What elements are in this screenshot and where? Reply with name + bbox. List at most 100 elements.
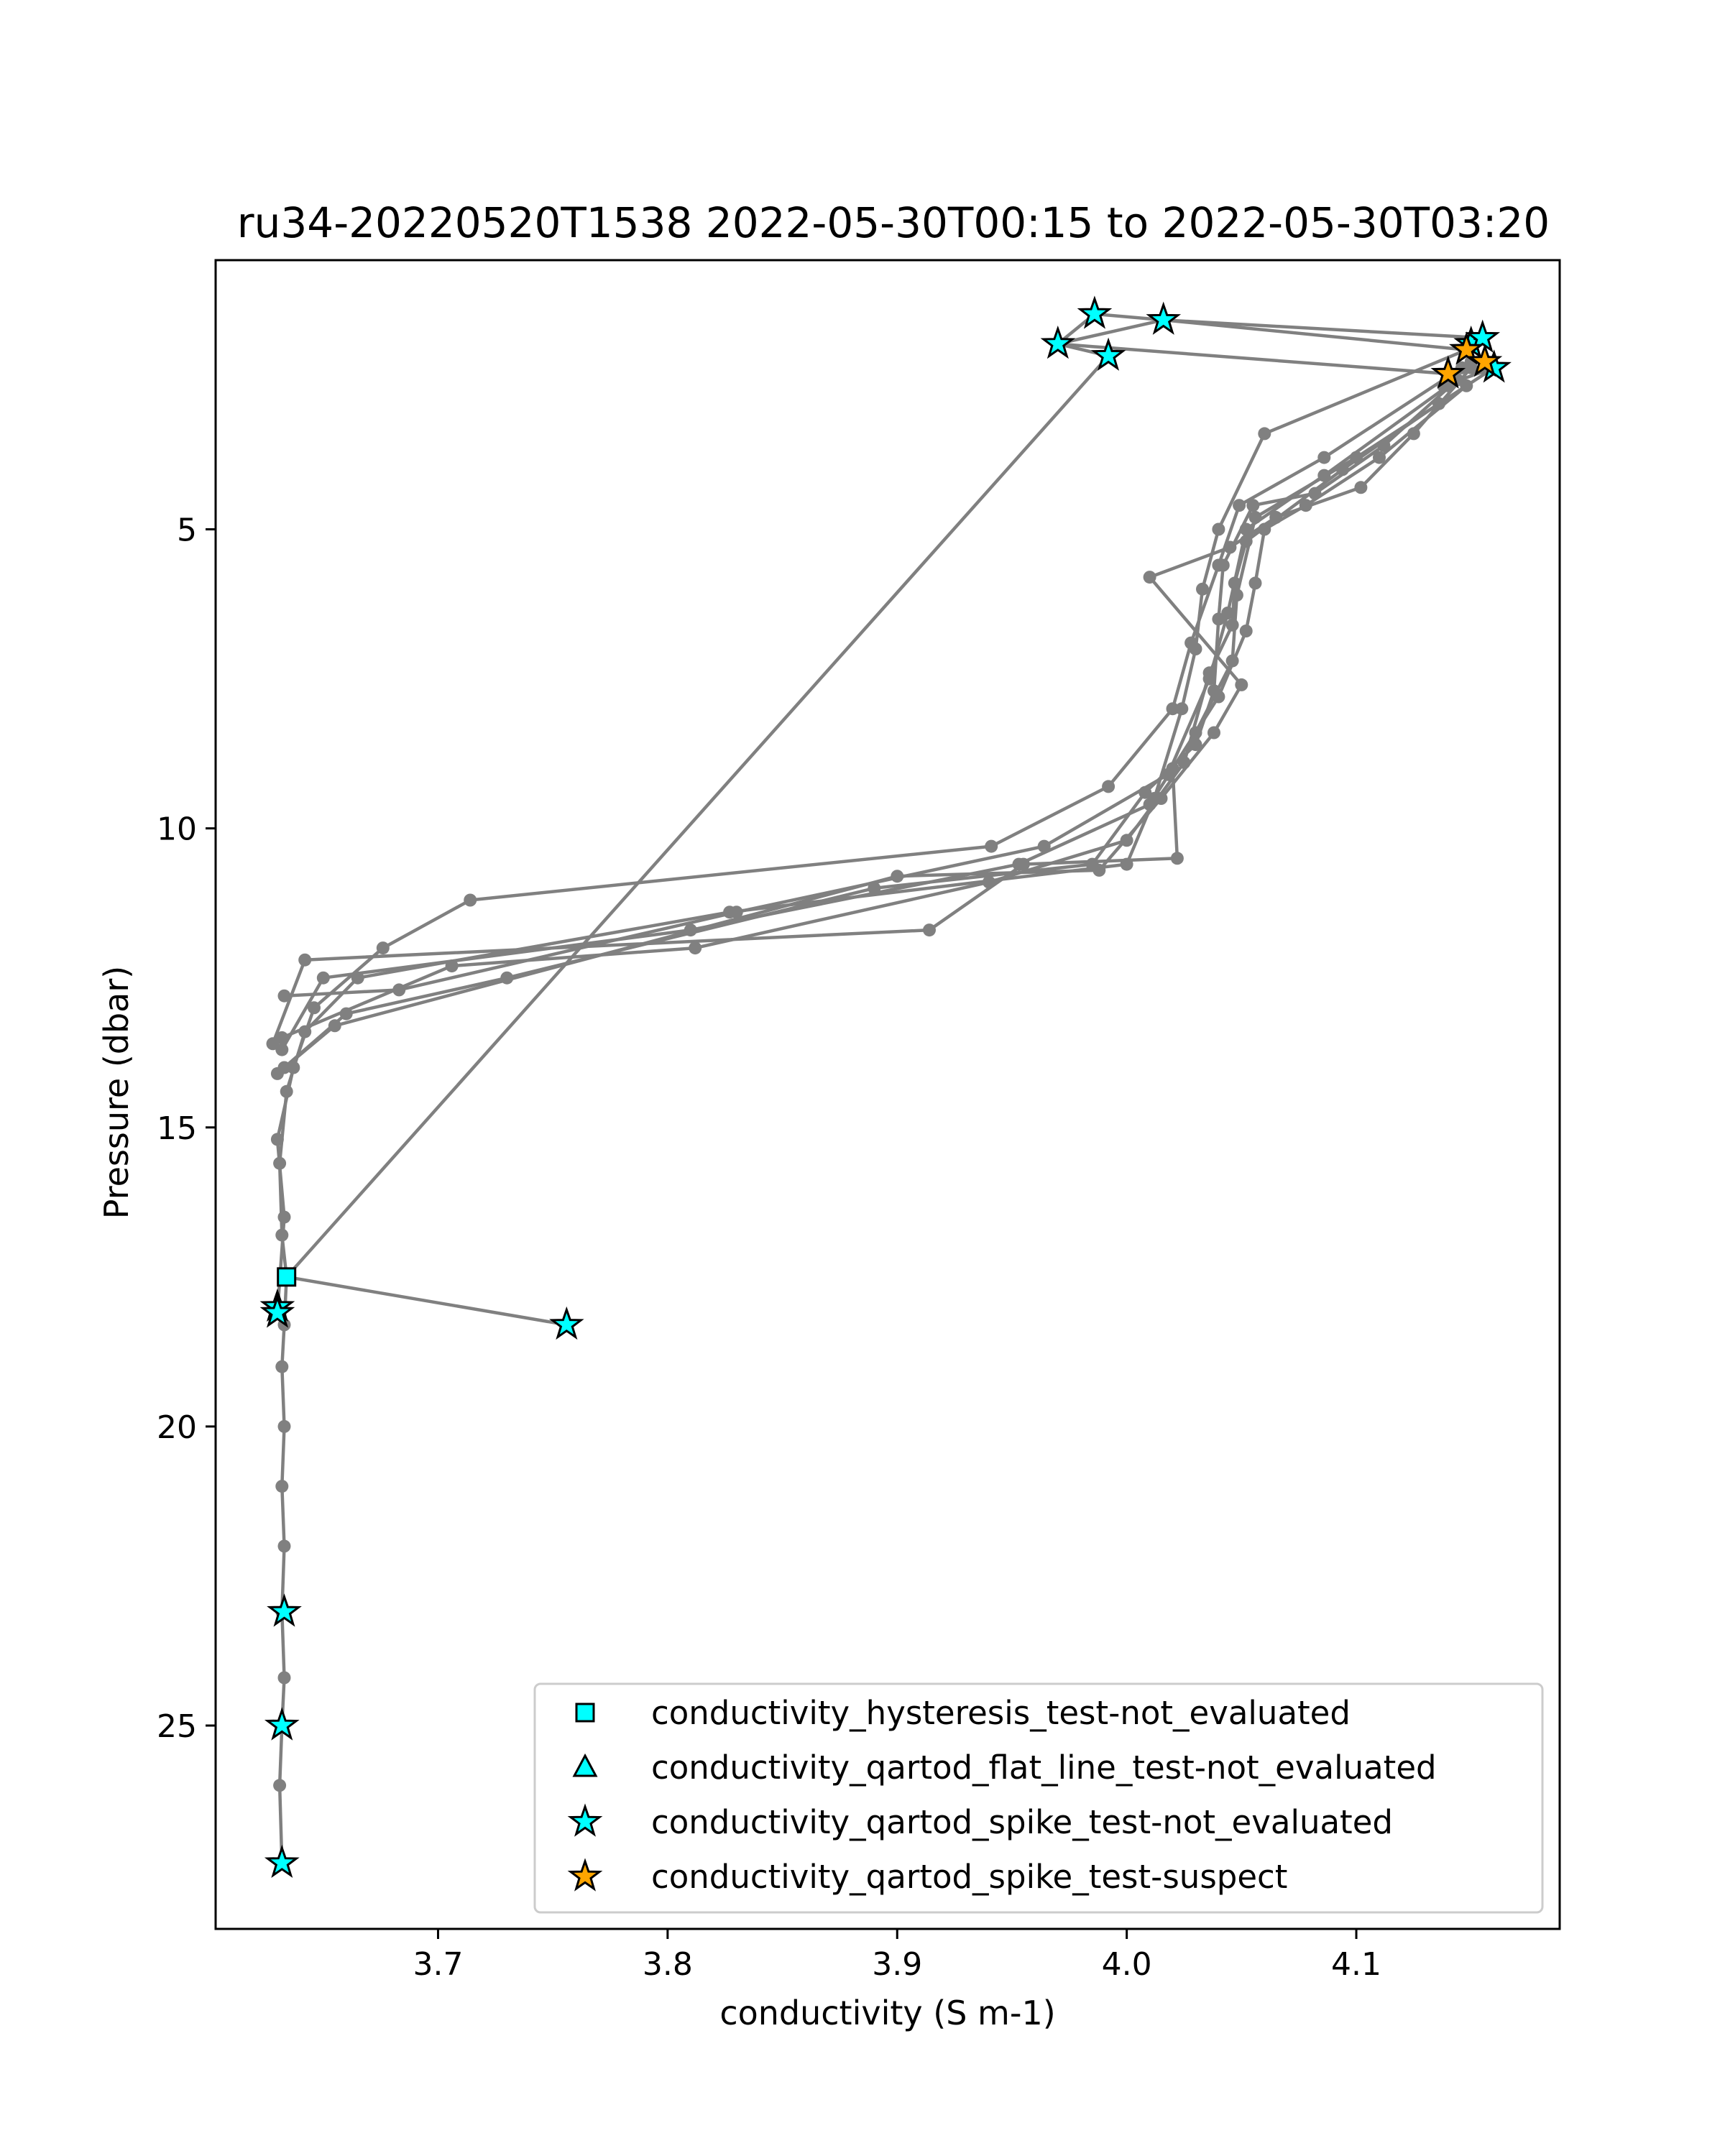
flag-marker: [1430, 355, 1466, 389]
data-point: [1212, 612, 1225, 626]
data-point: [339, 1007, 353, 1021]
data-point: [275, 1480, 289, 1493]
data-point: [376, 941, 390, 955]
data-point: [1212, 522, 1225, 536]
legend-marker: [567, 1858, 603, 1892]
data-point: [1269, 510, 1283, 524]
x-tick-label: 3.8: [643, 1946, 693, 1983]
data-point: [445, 959, 459, 973]
data-point: [1208, 684, 1220, 698]
data-point: [1216, 558, 1230, 572]
data-point: [730, 906, 743, 919]
flag-marker: [277, 1267, 297, 1287]
data-point: [1235, 678, 1248, 691]
data-point: [983, 875, 995, 889]
data-point: [985, 839, 998, 853]
chart-title: ru34-20220520T1538 2022-05-30T00:15 to 2…: [237, 198, 1550, 247]
flag-marker: [1090, 337, 1126, 371]
legend: conductivity_hysteresis_test-not_evaluat…: [533, 1682, 1544, 1914]
data-point: [868, 881, 881, 895]
data-point: [1460, 379, 1473, 392]
profile-line: [280, 366, 1496, 1051]
profile-line: [284, 367, 1463, 998]
legend-label: conductivity_qartod_spike_test-not_evalu…: [651, 1803, 1393, 1841]
plot-area: [259, 295, 1512, 1879]
y-tick-label: 25: [157, 1708, 197, 1745]
data-point: [270, 1067, 284, 1080]
data-point: [1239, 625, 1253, 637]
profile-line: [281, 402, 1440, 1039]
legend-marker: [567, 1803, 603, 1837]
flag-marker: [264, 1707, 300, 1741]
flag-marker: [264, 1844, 300, 1879]
profile-line: [277, 318, 1468, 1864]
data-point: [1246, 499, 1260, 512]
y-axis-label: Pressure (dbar): [97, 966, 136, 1219]
data-point: [277, 1539, 291, 1553]
data-point: [1184, 636, 1198, 650]
data-point: [1092, 863, 1106, 877]
data-point: [266, 1037, 280, 1051]
profile-line: [275, 312, 1483, 1313]
data-point: [1248, 576, 1262, 590]
flag-marker: [1449, 331, 1484, 365]
data-point: [1016, 857, 1030, 871]
y-tick-label: 5: [177, 512, 197, 549]
data-point: [1354, 481, 1368, 494]
data-point: [464, 893, 477, 907]
data-point: [1317, 451, 1331, 464]
data-point: [1248, 510, 1262, 524]
data-point: [275, 1031, 289, 1044]
flag-marker: [1146, 301, 1182, 335]
x-tick-label: 4.0: [1102, 1946, 1152, 1983]
legend-label: conductivity_qartod_spike_test-suspect: [651, 1858, 1287, 1896]
data-point: [1373, 451, 1386, 464]
data-point: [689, 941, 702, 955]
data-point: [1258, 427, 1271, 441]
flag-marker: [1040, 325, 1076, 359]
x-tick-label: 3.7: [413, 1946, 463, 1983]
data-point: [275, 1043, 289, 1056]
flag-marker: [259, 1294, 295, 1328]
data-point: [270, 1133, 284, 1146]
data-point: [1102, 780, 1116, 793]
data-point: [298, 953, 312, 967]
data-point: [1377, 439, 1391, 452]
data-point: [277, 1671, 291, 1685]
data-point: [1189, 738, 1202, 752]
data-point: [1225, 618, 1239, 632]
data-point: [1208, 726, 1220, 740]
x-tick-label: 3.9: [872, 1946, 922, 1983]
data-point: [1196, 582, 1209, 596]
legend-marker: [575, 1703, 595, 1723]
flag-marker: [1467, 343, 1503, 377]
data-point: [277, 1210, 291, 1224]
flag-marker: [549, 1306, 584, 1340]
plot-frame: [214, 259, 1561, 1930]
data-point: [308, 1001, 321, 1015]
data-point: [1138, 786, 1152, 799]
data-point: [1143, 571, 1156, 584]
data-point: [1308, 487, 1322, 500]
data-point: [1170, 852, 1184, 865]
data-point: [1233, 499, 1246, 512]
data-point: [1175, 702, 1189, 716]
legend-marker: [572, 1753, 598, 1777]
legend-label: conductivity_qartod_flat_line_test-not_e…: [651, 1749, 1437, 1787]
axes: 3.7 3.8 3.9 4.0 4.1 5 10 15 20 25: [157, 512, 1381, 1983]
legend-box: [533, 1682, 1544, 1914]
data-point: [277, 1419, 291, 1433]
flag-marker: [1077, 295, 1113, 329]
data-point: [316, 971, 330, 985]
y-tick-label: 20: [157, 1409, 197, 1446]
data-point: [275, 1360, 289, 1373]
profile-line: [271, 384, 1468, 1045]
data-point: [1407, 427, 1420, 441]
data-point: [1221, 607, 1235, 619]
x-tick-label: 4.1: [1331, 1946, 1381, 1983]
data-point: [923, 923, 936, 937]
data-point: [1202, 666, 1216, 680]
data-point: [328, 1019, 341, 1033]
profile-line: [286, 1275, 567, 1327]
data-point: [277, 989, 291, 1003]
